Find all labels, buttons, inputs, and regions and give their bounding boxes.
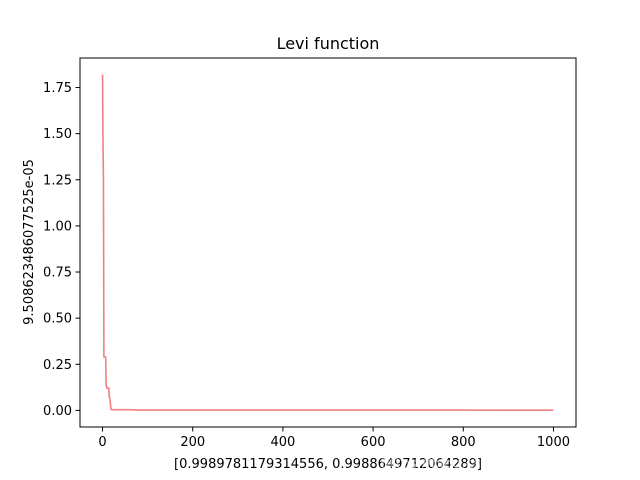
plot-frame xyxy=(79,57,577,428)
x-tick-label: 0 xyxy=(98,435,106,450)
x-axis-label: [0.9989781179314556, 0.9988649712064289] xyxy=(174,457,482,472)
x-tick-label: 1000 xyxy=(537,435,570,450)
x-tick-label: 800 xyxy=(451,435,476,450)
x-tick-label: 400 xyxy=(270,435,295,450)
chart-title: Levi function xyxy=(277,34,380,53)
watermark-text: https://blog.csdn.net/FemaleHacker xyxy=(381,456,630,472)
y-tick-label: 0.25 xyxy=(43,358,72,373)
y-tick-label: 0.50 xyxy=(43,312,72,327)
x-tick-label: 600 xyxy=(361,435,386,450)
y-tick-label: 0.00 xyxy=(43,404,72,419)
y-tick-label: 1.50 xyxy=(43,127,72,142)
y-tick-label: 1.00 xyxy=(43,219,72,234)
x-tick-label: 200 xyxy=(180,435,205,450)
series-line-0 xyxy=(101,74,554,412)
y-tick-label: 1.75 xyxy=(43,81,72,96)
y-tick-label: 0.75 xyxy=(43,266,72,281)
y-axis-label: 9.508623486077525e-05 xyxy=(22,159,37,325)
y-tick-label: 1.25 xyxy=(43,173,72,188)
